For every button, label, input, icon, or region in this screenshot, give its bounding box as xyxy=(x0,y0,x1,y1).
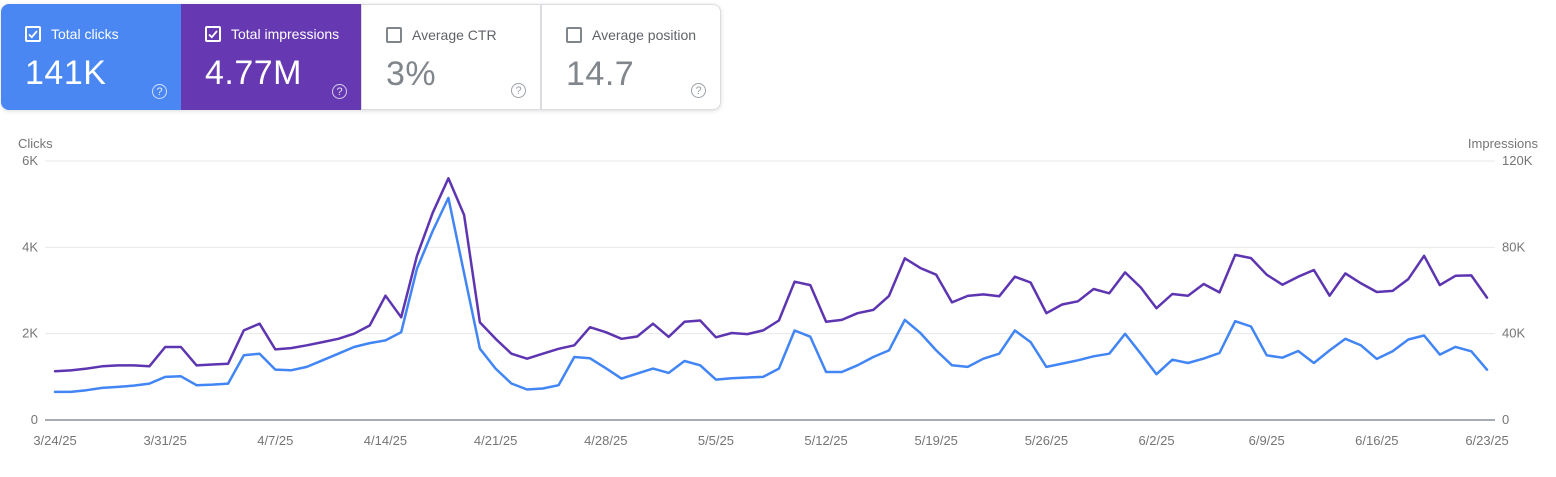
total-clicks-checkbox[interactable] xyxy=(25,26,41,42)
right-axis-tick: 120K xyxy=(1502,153,1533,168)
card-average-ctr-header: Average CTR xyxy=(386,27,540,43)
x-axis-tick-label: 5/26/25 xyxy=(1025,433,1068,448)
x-axis-tick-label: 4/21/25 xyxy=(474,433,517,448)
metric-cards: Total clicks 141K ? Total impressions 4.… xyxy=(1,4,721,110)
card-average-position[interactable]: Average position 14.7 ? xyxy=(541,4,721,110)
help-icon[interactable]: ? xyxy=(511,83,526,98)
card-label: Average CTR xyxy=(412,27,497,43)
x-axis-tick-label: 6/9/25 xyxy=(1249,433,1285,448)
card-label: Average position xyxy=(592,27,697,43)
x-axis-tick-label: 5/12/25 xyxy=(804,433,847,448)
average-ctr-value: 3% xyxy=(386,55,437,93)
x-axis-tick-label: 5/5/25 xyxy=(698,433,734,448)
left-axis-tick: 2K xyxy=(22,326,38,341)
x-axis-tick-label: 4/7/25 xyxy=(257,433,293,448)
total-impressions-value: 4.77M xyxy=(205,54,302,92)
left-axis-tick: 0 xyxy=(31,412,38,427)
checkmark-icon xyxy=(208,30,218,39)
help-icon[interactable]: ? xyxy=(332,84,347,99)
left-axis-title: Clicks xyxy=(18,136,53,151)
help-icon[interactable]: ? xyxy=(152,84,167,99)
right-axis-tick: 80K xyxy=(1502,239,1525,254)
x-axis-tick-label: 4/28/25 xyxy=(584,433,627,448)
total-clicks-value: 141K xyxy=(25,54,107,92)
clicks-line xyxy=(53,196,1489,394)
x-axis-tick-label: 3/24/25 xyxy=(33,433,76,448)
x-axis-tick-label: 6/16/25 xyxy=(1355,433,1398,448)
right-axis-title: Impressions xyxy=(1468,136,1539,151)
x-axis-tick-label: 6/2/25 xyxy=(1138,433,1174,448)
average-ctr-checkbox[interactable] xyxy=(386,27,402,43)
card-average-ctr[interactable]: Average CTR 3% ? xyxy=(361,4,541,110)
right-axis-tick: 40K xyxy=(1502,326,1525,341)
average-position-checkbox[interactable] xyxy=(566,27,582,43)
impressions-line xyxy=(53,177,1489,373)
right-axis-tick: 0 xyxy=(1502,412,1509,427)
left-axis-tick: 4K xyxy=(22,239,38,254)
card-label: Total clicks xyxy=(51,26,119,42)
card-total-impressions-header: Total impressions xyxy=(205,26,361,42)
x-axis-tick-label: 4/14/25 xyxy=(364,433,407,448)
x-axis-tick-label: 5/19/25 xyxy=(915,433,958,448)
x-axis-tick-label: 6/23/25 xyxy=(1465,433,1508,448)
left-axis-tick: 6K xyxy=(22,153,38,168)
card-label: Total impressions xyxy=(231,26,340,42)
card-total-clicks[interactable]: Total clicks 141K ? xyxy=(1,4,181,110)
checkmark-icon xyxy=(28,30,38,39)
x-axis-tick-label: 3/31/25 xyxy=(143,433,186,448)
average-position-value: 14.7 xyxy=(566,55,635,93)
card-average-position-header: Average position xyxy=(566,27,720,43)
help-icon[interactable]: ? xyxy=(691,83,706,98)
card-total-impressions[interactable]: Total impressions 4.77M ? xyxy=(181,4,361,110)
card-total-clicks-header: Total clicks xyxy=(25,26,181,42)
total-impressions-checkbox[interactable] xyxy=(205,26,221,42)
